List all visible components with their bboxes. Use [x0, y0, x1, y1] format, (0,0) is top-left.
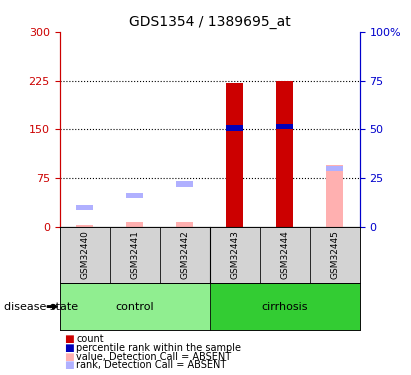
Text: control: control [115, 302, 154, 312]
Text: GSM32445: GSM32445 [330, 231, 339, 279]
Text: value, Detection Call = ABSENT: value, Detection Call = ABSENT [76, 352, 231, 362]
Bar [126, 193, 143, 198]
Text: ■: ■ [64, 343, 74, 353]
Text: GSM32440: GSM32440 [80, 231, 89, 279]
Text: ■: ■ [64, 352, 74, 362]
Bar [76, 225, 93, 227]
Bar [276, 123, 293, 129]
Bar [326, 166, 343, 171]
Bar [276, 81, 293, 227]
Text: disease state: disease state [4, 302, 78, 312]
Text: GSM32443: GSM32443 [230, 231, 239, 279]
Text: GSM32444: GSM32444 [280, 231, 289, 279]
Bar [176, 222, 193, 227]
Title: GDS1354 / 1389695_at: GDS1354 / 1389695_at [129, 15, 291, 30]
Text: GSM32442: GSM32442 [180, 231, 189, 279]
Bar [226, 126, 243, 130]
Bar [126, 222, 143, 227]
Text: ■: ■ [64, 360, 74, 370]
Text: GSM32441: GSM32441 [130, 231, 139, 279]
Text: percentile rank within the sample: percentile rank within the sample [76, 343, 241, 353]
Text: rank, Detection Call = ABSENT: rank, Detection Call = ABSENT [76, 360, 226, 370]
Text: count: count [76, 334, 104, 344]
Bar [326, 165, 343, 227]
Text: ■: ■ [64, 334, 74, 344]
Bar [226, 82, 243, 227]
Bar [76, 205, 93, 210]
Text: cirrhosis: cirrhosis [261, 302, 308, 312]
Bar [176, 182, 193, 187]
